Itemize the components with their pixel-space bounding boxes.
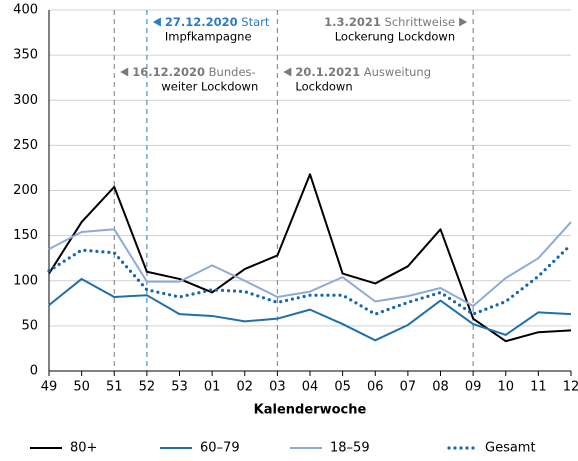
- annotation-text: weiter Lockdown: [161, 80, 258, 94]
- annotation-text: Lockerung Lockdown: [335, 30, 455, 44]
- annotation-date: 1.3.2021: [324, 15, 381, 29]
- annotation-text: 16.12.2020 Bundes-: [132, 65, 255, 79]
- annotation-arrow: [459, 17, 468, 27]
- legend-label: 80+: [70, 441, 97, 456]
- annotation-text-line: Ausweitung: [364, 65, 431, 79]
- legend-label: Gesamt: [485, 441, 536, 456]
- x-tick-label: 06: [367, 380, 384, 395]
- x-tick-label: 05: [334, 380, 351, 395]
- annotation-text: Impfkampagne: [165, 30, 252, 44]
- y-tick-label: 50: [21, 318, 38, 333]
- annotation-arrow: [120, 67, 129, 77]
- annotation-text-line: Schrittweise: [385, 15, 456, 29]
- annotation-text: 1.3.2021 Schrittweise: [324, 15, 455, 29]
- legend-label: 18–59: [330, 441, 370, 456]
- x-tick-label: 08: [432, 380, 449, 395]
- y-tick-label: 250: [13, 138, 38, 153]
- x-tick-label: 51: [106, 380, 123, 395]
- x-tick-label: 10: [497, 380, 514, 395]
- series-line: [48, 221, 572, 308]
- legend-label: 60–79: [200, 441, 240, 456]
- x-tick-label: 07: [400, 380, 417, 395]
- x-axis-label: Kalenderwoche: [254, 403, 367, 418]
- x-tick-label: 53: [171, 380, 188, 395]
- y-tick-label: 0: [30, 364, 38, 379]
- annotation-date: 16.12.2020: [132, 65, 205, 79]
- x-tick-label: 01: [204, 380, 221, 395]
- series-line: [48, 277, 572, 342]
- y-tick-label: 300: [13, 93, 38, 108]
- x-tick-label: 11: [530, 380, 547, 395]
- series-line: [47, 243, 573, 316]
- series-line: [48, 173, 572, 343]
- y-tick-label: 100: [13, 273, 38, 288]
- annotation-date: 20.1.2021: [295, 65, 360, 79]
- annotation-date: 27.12.2020: [165, 15, 238, 29]
- x-tick-label: 50: [73, 380, 90, 395]
- x-tick-label: 12: [563, 380, 578, 395]
- x-tick-label: 02: [236, 380, 253, 395]
- y-tick-label: 350: [13, 48, 38, 63]
- annotation-text-line: Bundes-: [209, 65, 256, 79]
- annotation-text: 20.1.2021 Ausweitung: [295, 65, 431, 79]
- annotation-arrow: [283, 67, 292, 77]
- annotation-text: Lockdown: [295, 80, 352, 94]
- x-tick-label: 09: [465, 380, 482, 395]
- x-tick-label: 49: [41, 380, 58, 395]
- y-tick-label: 150: [13, 228, 38, 243]
- x-tick-label: 04: [302, 380, 319, 395]
- x-tick-label: 03: [269, 380, 286, 395]
- annotation-text-line: Start: [241, 15, 270, 29]
- y-tick-label: 200: [13, 183, 38, 198]
- x-tick-label: 52: [139, 380, 156, 395]
- y-tick-label: 400: [13, 3, 38, 18]
- annotation-arrow: [152, 17, 161, 27]
- annotation-text: 27.12.2020 Start: [165, 15, 270, 29]
